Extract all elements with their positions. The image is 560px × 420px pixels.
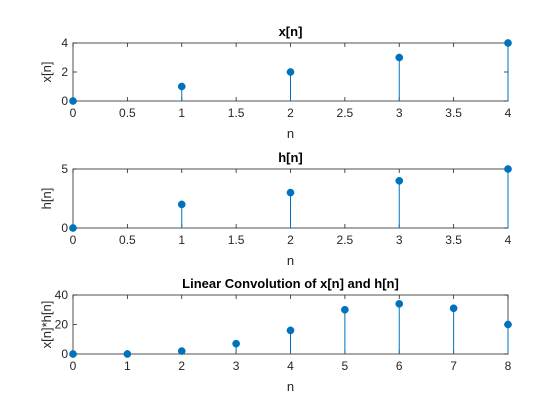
x-axis-label: n	[287, 253, 294, 268]
subplot-3: 0 1 2 3 4 5 6 7 8 0 20 40 Linear Convolution of x[n]…	[39, 276, 512, 394]
stem-marker	[504, 320, 512, 329]
stem-marker	[504, 165, 512, 173]
y-tick-label: 4	[61, 36, 68, 50]
stem-marker	[286, 326, 295, 335]
x-tick-label: 3	[396, 233, 403, 247]
x-tick-label: 3.5	[445, 233, 462, 247]
x-tick-label: 0	[70, 106, 77, 120]
x-tick-label: 4	[505, 233, 512, 247]
x-tick-label: 2.5	[337, 233, 354, 247]
x-tick-label: 0.5	[119, 106, 136, 120]
x-tick-label: 0	[70, 233, 77, 247]
x-tick-label: 0	[70, 359, 77, 373]
x-tick-label: 2	[178, 359, 185, 373]
x-tick-label: 3	[233, 359, 240, 373]
stem-marker	[395, 300, 404, 308]
y-axis-label: x[n]*h[n]	[39, 301, 54, 349]
x-tick-label: 1.5	[228, 106, 245, 120]
x-tick-label: 4	[505, 106, 512, 120]
x-tick-label: 6	[396, 359, 403, 373]
y-tick-label: 0	[61, 94, 68, 108]
y-tick-label: 20	[55, 318, 69, 332]
y-axis-label: x[n]	[39, 62, 54, 83]
y-axis-label: h[n]	[39, 188, 54, 210]
stem-marker	[286, 188, 295, 197]
x-axis-label: n	[287, 379, 294, 394]
x-tick-label: 8	[505, 359, 512, 373]
stem-marker	[504, 39, 512, 47]
y-tick-label: 2	[61, 65, 68, 79]
stem-marker	[69, 97, 77, 105]
stem-marker	[69, 350, 77, 358]
stem-marker	[286, 68, 295, 76]
y-tick-label: 40	[55, 288, 69, 302]
y-tick-label: 0	[61, 347, 68, 361]
stem-marker	[177, 200, 186, 209]
stem-marker	[232, 339, 240, 348]
stem-marker	[341, 305, 349, 314]
stem-marker	[449, 304, 458, 313]
stem-marker	[395, 53, 404, 62]
stem-marker	[177, 82, 186, 91]
x-tick-label: 2	[287, 233, 294, 247]
x-tick-label: 5	[342, 359, 349, 373]
y-tick-label: 0	[61, 221, 68, 235]
plot-title: Linear Convolution of x[n] and h[n]	[182, 276, 399, 291]
x-tick-label: 2	[287, 106, 294, 120]
y-tick-label: 5	[61, 162, 68, 176]
x-tick-label: 4	[287, 359, 294, 373]
x-tick-label: 1	[178, 106, 185, 120]
stem-marker	[69, 224, 77, 232]
x-tick-label: 1.5	[228, 233, 245, 247]
x-tick-label: 0.5	[119, 233, 136, 247]
x-tick-label: 2.5	[337, 106, 354, 120]
x-tick-label: 1	[178, 233, 185, 247]
plot-title: x[n]	[279, 24, 303, 39]
stem-marker	[123, 350, 132, 358]
x-tick-label: 7	[450, 359, 457, 373]
plot-title: h[n]	[278, 150, 303, 165]
x-tick-label: 3.5	[445, 106, 462, 120]
stem-marker	[395, 176, 404, 185]
x-tick-label: 3	[396, 106, 403, 120]
stem-marker	[177, 347, 186, 355]
x-axis-label: n	[287, 126, 294, 141]
subplot-1: 0 0.5 1 1.5 2 2.5 3 3.5 4 0 2 4 x[n] n x[n]	[39, 24, 512, 141]
subplot-2: 0 0.5 1 1.5 2 2.5 3 3.5 4 0 5 h[n] n h[n]	[39, 150, 512, 268]
x-tick-label: 1	[124, 359, 131, 373]
